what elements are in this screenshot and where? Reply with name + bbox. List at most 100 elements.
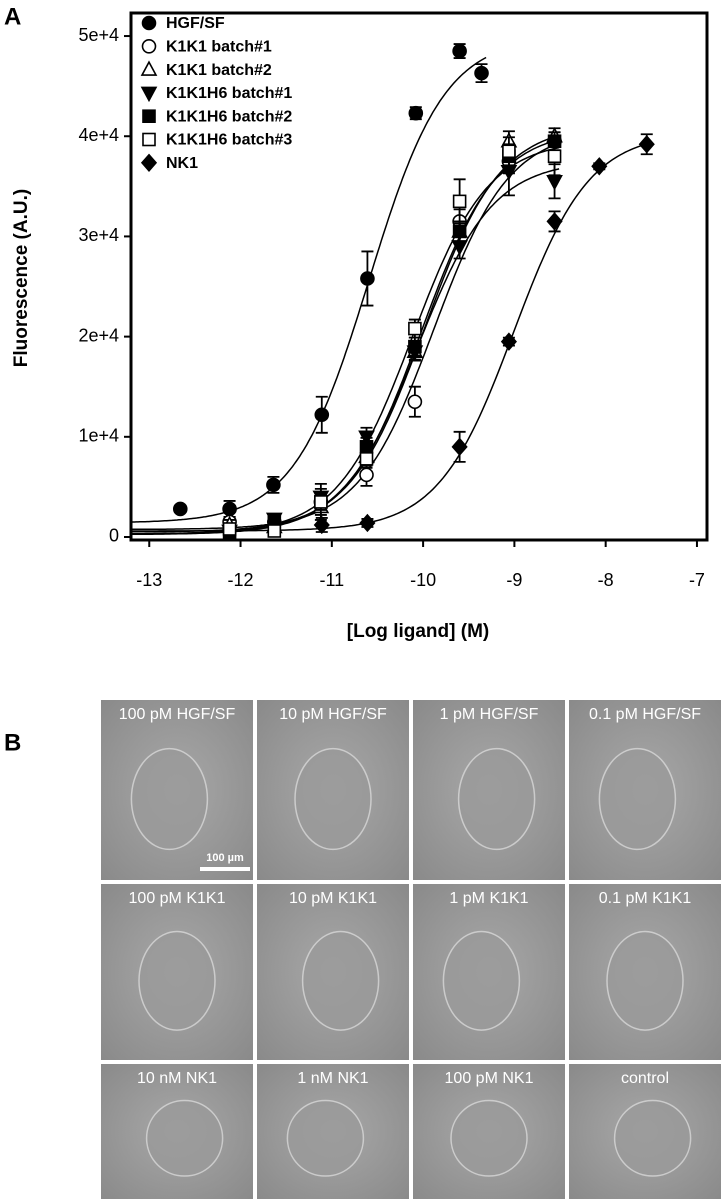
micrograph-label: 1 nM NK1 xyxy=(297,1070,368,1087)
x-tick-label: -8 xyxy=(598,570,614,590)
micrograph-label: 100 pM HGF/SF xyxy=(119,706,236,723)
legend-label: K1K1H6 batch#3 xyxy=(166,132,292,149)
data-point xyxy=(266,477,281,493)
cell-colony xyxy=(286,1099,365,1177)
data-point xyxy=(314,495,328,509)
fit-curve xyxy=(131,146,560,535)
x-tick-label: -7 xyxy=(689,570,705,590)
data-point xyxy=(408,105,424,121)
data-point xyxy=(474,65,489,81)
legend-label: HGF/SF xyxy=(166,15,225,32)
data-point xyxy=(408,321,422,336)
y-tick-label: 2e+4 xyxy=(78,325,119,345)
legend-label: K1K1H6 batch#2 xyxy=(166,108,292,125)
y-tick-label: 4e+4 xyxy=(78,125,119,145)
data-point xyxy=(359,513,376,533)
legend-label: K1K1 batch#1 xyxy=(166,39,272,56)
fit-curves xyxy=(131,56,652,536)
y-tick-label: 3e+4 xyxy=(78,225,119,245)
legend-label: K1K1 batch#2 xyxy=(166,62,272,79)
cell-colony xyxy=(301,930,380,1031)
data-point xyxy=(360,271,375,286)
data-point xyxy=(359,467,374,483)
y-axis-title: Fluorescence (A.U.) xyxy=(11,189,32,367)
x-tick-label: -13 xyxy=(136,570,162,590)
y-tick-label: 1e+4 xyxy=(78,426,119,446)
scale-bar-label: 100 µm xyxy=(206,852,244,864)
cell-colony xyxy=(598,747,677,851)
micrograph-label: 1 pM K1K1 xyxy=(449,890,528,907)
micrograph-grid: 100 pM HGF/SF 10 pM HGF/SF 1 pM HGF/SF 0.1 … xyxy=(101,700,721,1199)
x-tick-label: -12 xyxy=(228,570,254,590)
series xyxy=(172,43,489,518)
data-point xyxy=(359,452,374,466)
fit-curve xyxy=(131,138,560,536)
data-point xyxy=(452,194,467,209)
panel-label: B xyxy=(4,729,21,756)
x-tick-label: -9 xyxy=(506,570,522,590)
data-point xyxy=(547,149,562,164)
legend-marker xyxy=(142,109,156,123)
x-tick-label: -10 xyxy=(410,570,436,590)
micrograph-label: 10 nM NK1 xyxy=(137,1070,217,1087)
x-tick-label: -11 xyxy=(319,570,344,590)
scale-bar xyxy=(200,867,250,871)
cell-colony xyxy=(442,930,521,1031)
micrograph-label: 10 pM HGF/SF xyxy=(279,706,387,723)
micrograph-label: 100 pM NK1 xyxy=(445,1070,534,1087)
legend-label: K1K1H6 batch#1 xyxy=(166,85,292,102)
data-point xyxy=(502,144,516,159)
plot-area: -13 -12 -11 -10 -9 -8 -7 0 1e+4 2e+4 3e+4 4e+4 5e+4 H… xyxy=(78,15,705,590)
x-axis-title: [Log ligand] (M) xyxy=(347,621,489,642)
cell-colony xyxy=(457,747,536,851)
data-point xyxy=(591,157,608,176)
cell-colony xyxy=(613,1099,692,1177)
data-point xyxy=(638,135,655,154)
y-tick-label: 0 xyxy=(109,526,119,546)
series xyxy=(313,133,655,535)
data-point xyxy=(546,212,563,231)
series xyxy=(222,136,562,538)
micrograph-label: 100 pM K1K1 xyxy=(129,890,226,907)
data-point xyxy=(500,332,517,351)
cell-colony xyxy=(145,1099,224,1177)
micrograph-label: 0.1 pM K1K1 xyxy=(599,890,692,907)
legend-marker xyxy=(141,38,157,54)
cell-colony xyxy=(450,1099,528,1177)
data-point xyxy=(546,175,563,191)
cell-colony xyxy=(130,747,209,851)
panel-label: A xyxy=(4,3,21,30)
data-point xyxy=(452,224,467,239)
data-point xyxy=(222,522,237,536)
legend-marker xyxy=(141,15,157,31)
fit-curve xyxy=(131,142,560,531)
data-point xyxy=(222,501,237,517)
data-point xyxy=(451,437,468,457)
legend-label: NK1 xyxy=(166,155,198,172)
cell-colony xyxy=(294,747,372,851)
y-tick-label: 5e+4 xyxy=(78,25,119,45)
data-point xyxy=(172,501,188,517)
micrograph-label: 0.1 pM HGF/SF xyxy=(589,706,701,723)
data-point xyxy=(408,339,422,354)
legend-marker xyxy=(140,60,158,76)
fit-curve xyxy=(131,56,487,523)
legend-marker xyxy=(142,132,156,147)
micrograph-label: 10 pM K1K1 xyxy=(289,890,377,907)
fit-curve xyxy=(131,141,652,532)
fit-curve xyxy=(131,168,560,535)
data-point xyxy=(313,515,330,535)
data-point xyxy=(407,394,423,410)
series xyxy=(222,131,562,530)
data-point xyxy=(452,43,467,59)
data-point xyxy=(267,524,282,538)
cell-colony xyxy=(138,930,216,1031)
micrograph-label: 1 pM HGF/SF xyxy=(440,706,539,723)
micrograph-label: control xyxy=(621,1070,669,1087)
cell-colony xyxy=(606,930,684,1031)
plot-frame xyxy=(129,11,709,542)
legend-marker xyxy=(140,86,158,103)
data-point xyxy=(314,407,330,423)
